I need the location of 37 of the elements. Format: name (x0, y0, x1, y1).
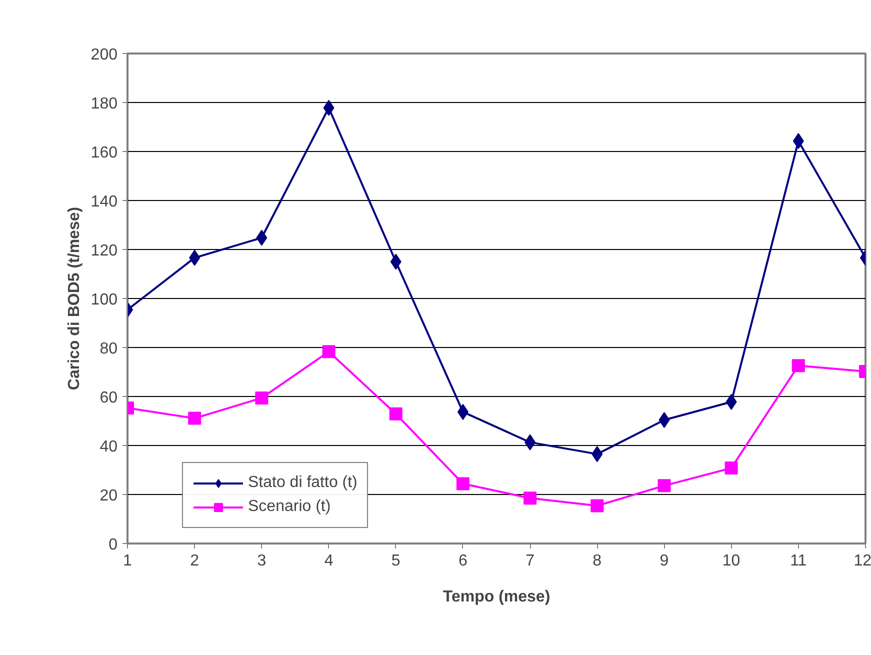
point (389, 407, 402, 420)
y-tick-label: 180 (90, 96, 118, 112)
x-tick-label: 3 (257, 552, 266, 570)
x-tick-label: 4 (324, 552, 334, 570)
point (658, 479, 671, 492)
x-tick-label: 2 (190, 552, 200, 570)
x-tick-label: 12 (854, 552, 871, 570)
point (524, 492, 537, 505)
x-tick-label: 8 (592, 552, 602, 570)
y-tick-label: 140 (90, 194, 118, 210)
y-tick-label: 40 (100, 438, 118, 456)
x-tick-label: 7 (526, 552, 535, 570)
y-tick-label: 100 (90, 292, 118, 308)
y-tick-label: 80 (100, 340, 118, 358)
point (792, 359, 805, 372)
x-tick-label: 10 (722, 552, 740, 570)
point (322, 345, 336, 358)
point (590, 499, 604, 512)
x-tick-label: 1 (123, 552, 132, 570)
x-axis-title: Tempo (mese) (442, 588, 550, 606)
point (188, 412, 202, 425)
y-tick-label: 120 (90, 242, 118, 260)
y-tick-label: 160 (90, 144, 118, 162)
point (255, 391, 268, 404)
y-tick-label: 60 (100, 390, 118, 406)
x-tick-label: 11 (790, 552, 807, 570)
legend-label: Scenario (t) (248, 498, 331, 516)
legend-label: Stato di fatto (t) (248, 474, 358, 492)
x-tick-label: 9 (660, 552, 669, 570)
point (456, 477, 470, 490)
y-axis-title: Carico di BOD5 (t/mese) (66, 206, 83, 390)
x-tick-label: 5 (391, 552, 400, 570)
y-tick-label: 20 (100, 488, 118, 504)
y-tick-label: 200 (90, 46, 118, 64)
point (724, 462, 738, 475)
y-tick-label: 0 (108, 536, 118, 554)
x-tick-label: 6 (458, 552, 468, 570)
